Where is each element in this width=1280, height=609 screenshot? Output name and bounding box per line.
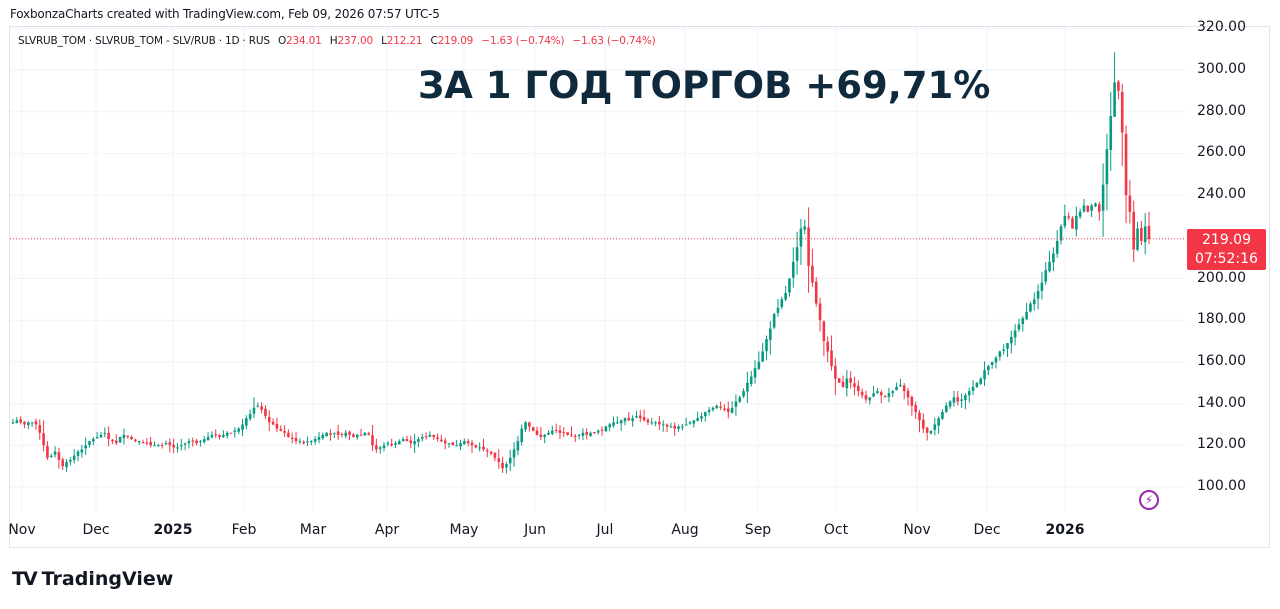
time-axis-label: Dec <box>82 522 110 538</box>
time-axis-label: Dec <box>973 522 1001 538</box>
time-axis-label: Jul <box>596 522 614 538</box>
price-axis-label: 200.00 <box>1197 269 1246 286</box>
time-axis-label: Mar <box>299 522 327 538</box>
open-label: O <box>277 35 287 47</box>
high-value: 237.00 <box>337 35 373 47</box>
symbol-name[interactable]: SLVRUB_TOM · SLVRUB_TOM - SLV/RUB · 1D ·… <box>18 35 270 47</box>
price-axis-label: 100.00 <box>1197 478 1246 494</box>
symbol-legend: SLVRUB_TOM · SLVRUB_TOM - SLV/RUB · 1D ·… <box>18 35 656 47</box>
time-axis-label: 2026 <box>1045 522 1085 538</box>
time-axis-label: Aug <box>671 522 699 538</box>
time-axis-label: Jun <box>524 522 546 538</box>
price-axis-label: 280.00 <box>1197 102 1246 119</box>
tradingview-logo: TV TradingView <box>12 568 173 590</box>
time-axis-label: Nov <box>903 522 931 538</box>
change-value-2: −1.63 (−0.74%) <box>572 35 656 47</box>
price-axis-label: 260.00 <box>1197 144 1246 161</box>
low-value: 212.21 <box>386 35 423 47</box>
time-axis-label: May <box>449 522 479 538</box>
price-axis-label: 320.00 <box>1197 19 1246 36</box>
chart-credit: FoxbonzaCharts created with TradingView.… <box>10 7 440 21</box>
tradingview-mark-icon: TV <box>12 568 38 590</box>
price-axis-label: 180.00 <box>1197 311 1246 328</box>
time-axis-label: Oct <box>823 522 849 538</box>
time-axis-label: 2025 <box>153 522 193 538</box>
time-axis-label: Feb <box>231 522 257 538</box>
headline-annotation: ЗА 1 ГОД ТОРГОВ +69,71% <box>418 64 991 107</box>
price-axis-label: 140.00 <box>1197 394 1246 411</box>
chart-frame <box>9 26 1270 548</box>
close-label: C <box>430 35 438 47</box>
price-axis-label: 120.00 <box>1197 436 1246 453</box>
time-axis-label: Sep <box>744 522 772 538</box>
price-axis-label: 240.00 <box>1197 186 1246 203</box>
last-price-tag: 219.09 07:52:16 <box>1187 229 1266 270</box>
time-axis-label: Nov <box>8 522 36 538</box>
high-label: H <box>329 35 338 47</box>
lightning-icon[interactable]: ⚡ <box>1139 490 1159 510</box>
last-price: 219.09 <box>1202 232 1251 248</box>
price-axis-label: 160.00 <box>1197 352 1246 369</box>
bar-countdown: 07:52:16 <box>1195 251 1258 267</box>
time-axis-label: Apr <box>374 522 400 538</box>
open-value: 234.01 <box>286 35 322 47</box>
price-axis-label: 300.00 <box>1197 61 1246 77</box>
tradingview-wordmark: TradingView <box>41 568 174 590</box>
close-value: 219.09 <box>437 35 474 47</box>
low-label: L <box>381 35 387 47</box>
change-value: −1.63 (−0.74%) <box>481 35 565 47</box>
